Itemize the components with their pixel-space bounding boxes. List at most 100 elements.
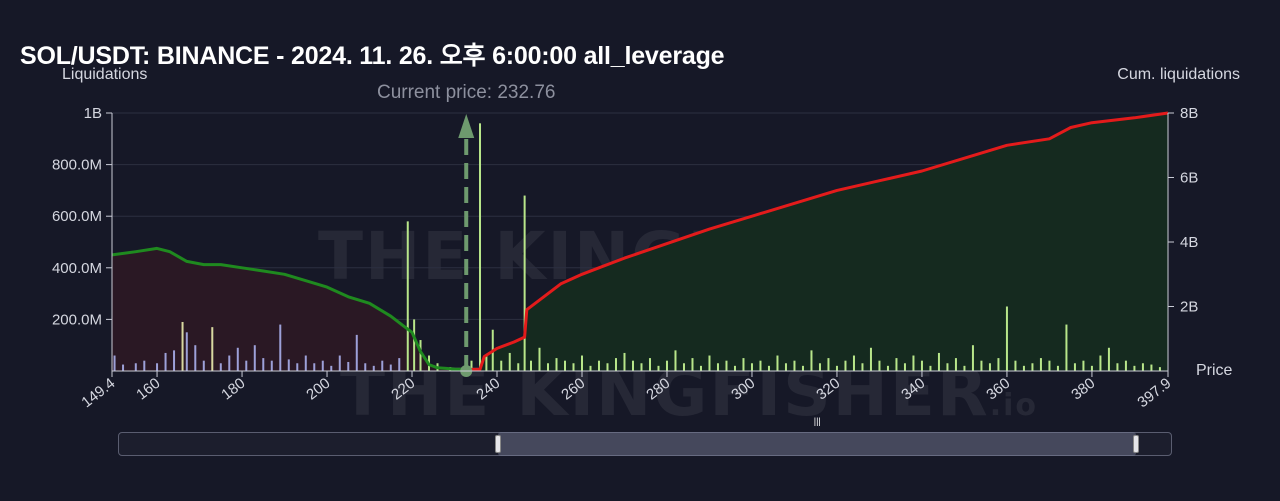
liquidation-bar bbox=[355, 334, 358, 371]
liquidation-bar bbox=[852, 355, 855, 371]
liquidation-bar bbox=[398, 358, 401, 371]
liquidation-bar bbox=[517, 363, 520, 371]
y-left-tick-label: 400.0M bbox=[52, 260, 102, 277]
y-right-tick-label: 2B bbox=[1180, 299, 1198, 316]
liquidation-bar bbox=[895, 358, 898, 371]
liquidation-bar bbox=[963, 365, 966, 371]
liquidation-bar bbox=[1031, 363, 1034, 371]
liquidation-bar bbox=[164, 352, 167, 371]
liquidation-bar bbox=[1141, 363, 1144, 371]
liquidation-bar bbox=[1150, 364, 1153, 371]
liquidation-bar bbox=[523, 195, 526, 371]
cum-short-area bbox=[466, 113, 1168, 371]
liquidation-bar bbox=[372, 365, 375, 371]
liquidation-bar bbox=[253, 345, 256, 371]
navigator-grip-icon[interactable]: ||| bbox=[813, 416, 821, 426]
liquidation-bar bbox=[767, 365, 770, 371]
navigator-right-handle[interactable] bbox=[1133, 435, 1140, 453]
liquidation-bar bbox=[708, 355, 711, 371]
liquidation-bar bbox=[313, 363, 316, 371]
liquidation-bar bbox=[546, 363, 549, 371]
liquidation-bar bbox=[971, 345, 974, 371]
liquidation-bar bbox=[937, 352, 940, 371]
liquidation-bar bbox=[347, 361, 350, 371]
liquidation-bar bbox=[827, 358, 830, 371]
liquidation-bar bbox=[279, 324, 282, 371]
navigator-left-handle[interactable] bbox=[495, 435, 502, 453]
y-axis-left-title: Liquidations bbox=[62, 66, 148, 83]
liquidation-bar bbox=[485, 355, 488, 371]
y-left-tick-label: 800.0M bbox=[52, 157, 102, 174]
liquidation-bar bbox=[733, 365, 736, 371]
liquidation-bar bbox=[648, 358, 651, 371]
liquidation-bar bbox=[631, 360, 634, 371]
x-tick-label: 360 bbox=[983, 375, 1013, 404]
liquidation-bar bbox=[236, 347, 239, 371]
liquidation-bar bbox=[413, 319, 416, 371]
x-tick-label: 397.9 bbox=[1134, 375, 1174, 412]
navigator-selected-range[interactable]: ||| bbox=[498, 417, 1137, 456]
liquidation-bar bbox=[980, 360, 983, 371]
x-tick-label: 149.4 bbox=[78, 375, 118, 412]
liquidation-bar bbox=[113, 355, 116, 371]
y-right-tick-label: 8B bbox=[1180, 105, 1198, 122]
cum-long-area bbox=[112, 248, 467, 371]
current-price-label: Current price: 232.76 bbox=[377, 82, 556, 103]
liquidation-bar bbox=[1039, 358, 1042, 371]
liquidation-bar bbox=[1082, 360, 1085, 371]
liquidation-bar bbox=[262, 358, 265, 371]
liquidation-bar bbox=[742, 358, 745, 371]
watermark-suffix: .io bbox=[989, 388, 1039, 423]
y-axis-right-title: Cum. liquidations bbox=[1117, 66, 1240, 83]
liquidation-bar bbox=[1124, 360, 1127, 371]
range-navigator[interactable]: ||| bbox=[118, 417, 1172, 456]
liquidation-bar bbox=[810, 350, 813, 371]
liquidation-bar bbox=[1107, 347, 1110, 371]
liquidation-bar bbox=[793, 360, 796, 371]
liquidation-bar bbox=[419, 340, 422, 371]
y-right-tick-label: 4B bbox=[1180, 234, 1198, 251]
liquidation-bar bbox=[691, 358, 694, 371]
liquidation-bar bbox=[530, 360, 533, 371]
liquidation-bar bbox=[1158, 367, 1161, 371]
liquidation-bar bbox=[470, 360, 473, 371]
liquidation-bar bbox=[623, 352, 626, 371]
liquidation-bar bbox=[143, 360, 146, 371]
y-left-tick-label: 600.0M bbox=[52, 208, 102, 225]
liquidation-bar bbox=[219, 363, 222, 371]
x-tick-label: 340 bbox=[898, 375, 928, 404]
liquidation-bar bbox=[886, 365, 889, 371]
x-tick-label: 160 bbox=[133, 375, 163, 404]
liquidation-bar bbox=[508, 352, 511, 371]
liquidation-bar bbox=[580, 355, 583, 371]
liquidation-bar bbox=[1022, 365, 1025, 371]
liquidation-bar bbox=[500, 360, 503, 371]
y-right-tick-label: 6B bbox=[1180, 170, 1198, 187]
liquidation-bar bbox=[134, 363, 137, 371]
y-left-tick-label: 1B bbox=[84, 105, 102, 122]
y-left-tick-label: 200.0M bbox=[52, 311, 102, 328]
liquidation-bar bbox=[555, 358, 558, 371]
liquidation-bar bbox=[903, 363, 906, 371]
liquidation-bar bbox=[997, 358, 1000, 371]
liquidation-bar bbox=[1056, 365, 1059, 371]
liquidation-bar bbox=[912, 355, 915, 371]
liquidation-bar bbox=[122, 364, 125, 371]
liquidation-bar bbox=[835, 365, 838, 371]
liquidation-bar bbox=[338, 355, 341, 371]
liquidation-bar bbox=[563, 360, 566, 371]
liquidation-bar bbox=[1090, 365, 1093, 371]
liquidation-bar bbox=[869, 347, 872, 371]
liquidation-bar bbox=[682, 363, 685, 371]
liquidation-bar bbox=[173, 350, 176, 371]
liquidation-bar bbox=[589, 365, 592, 371]
liquidation-bar bbox=[954, 358, 957, 371]
liquidation-bar bbox=[287, 359, 290, 371]
liquidation-bar bbox=[988, 363, 991, 371]
liquidation-bar bbox=[716, 363, 719, 371]
liquidation-bar bbox=[406, 221, 409, 371]
liquidation-bar bbox=[245, 360, 248, 371]
liquidation-bar bbox=[1005, 306, 1008, 371]
liquidation-bar bbox=[181, 321, 184, 371]
